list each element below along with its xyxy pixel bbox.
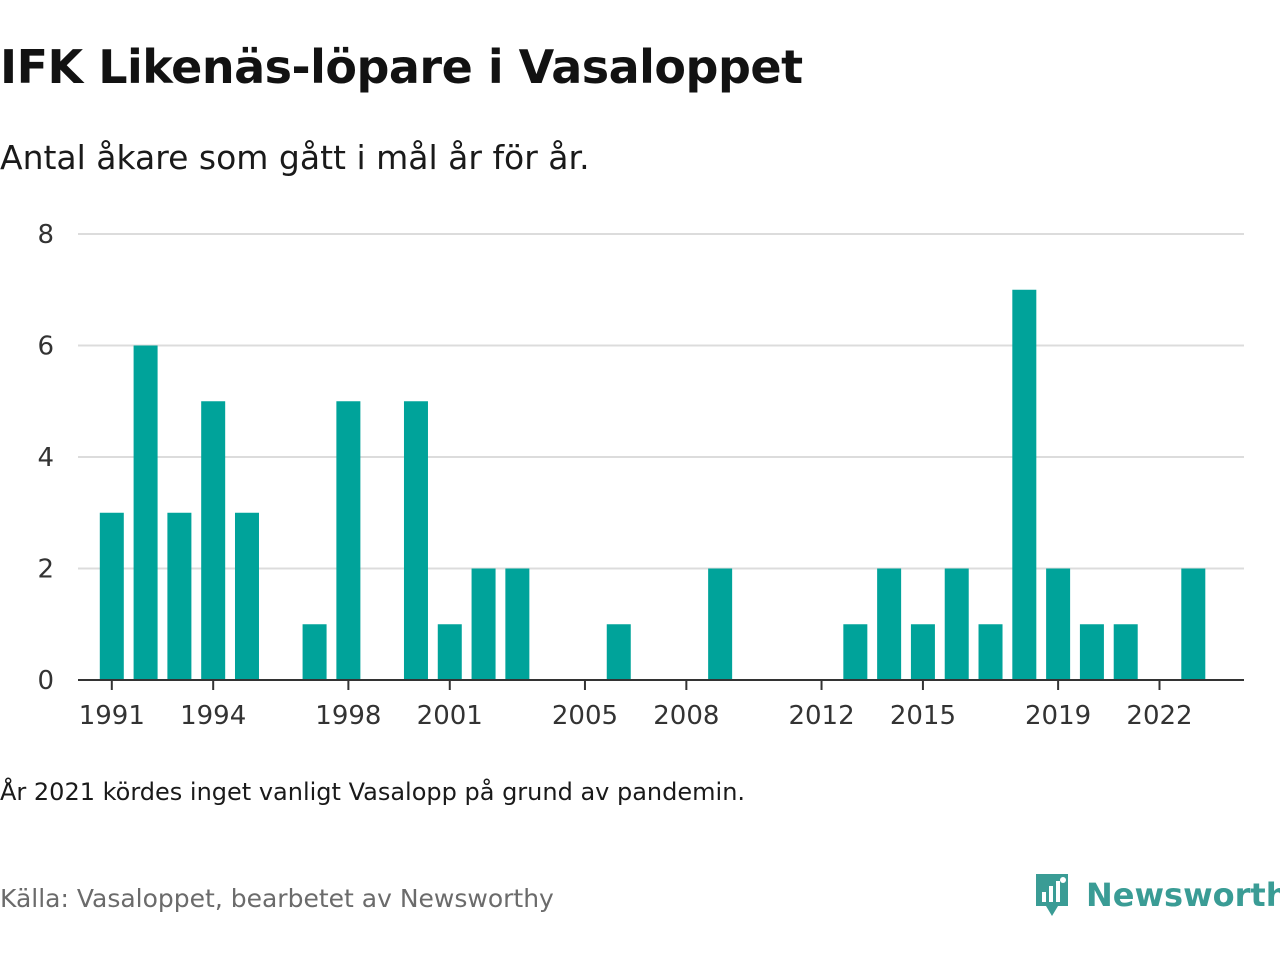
- bar-2009: [708, 568, 733, 680]
- chart-title: IFK Likenäs-löpare i Vasaloppet: [0, 40, 803, 94]
- bar-1994: [201, 401, 226, 680]
- brand-logo: Newsworthy: [1032, 870, 1280, 920]
- bar-2021: [1113, 624, 1138, 680]
- footnote: År 2021 kördes inget vanligt Vasalopp på…: [0, 778, 746, 806]
- x-tick-label: 2012: [788, 701, 854, 731]
- bar-2006: [606, 624, 631, 680]
- source-credit: Källa: Vasaloppet, bearbetet av Newswort…: [0, 884, 554, 913]
- y-tick-label: 6: [37, 332, 54, 362]
- bar-1997: [302, 624, 327, 680]
- x-tick-label: 1991: [79, 701, 145, 731]
- bar-chart: 0 2 4 6 8 1991 1994 1998 2001 2005 2008 2012 2015 20…: [37, 220, 1244, 731]
- bar-2016: [944, 568, 969, 680]
- bar-2013: [843, 624, 868, 680]
- bar-2017: [978, 624, 1003, 680]
- bar-2001: [437, 624, 462, 680]
- y-axis-tick-labels: 0 2 4 6 8: [37, 220, 54, 696]
- x-axis-ticks: 1991 1994 1998 2001 2005 2008 2012 2015 2019 2022: [79, 680, 1193, 731]
- bar-1998: [336, 401, 361, 680]
- y-tick-label: 0: [37, 666, 54, 696]
- bar-1995: [234, 512, 259, 680]
- bar-2003: [505, 568, 530, 680]
- bar-1992: [133, 345, 158, 680]
- bar-2019: [1046, 568, 1071, 680]
- bar-2023: [1181, 568, 1206, 680]
- bar-2015: [910, 624, 935, 680]
- x-tick-label: 2008: [653, 701, 719, 731]
- chart-subtitle: Antal åkare som gått i mål år för år.: [0, 138, 590, 177]
- y-tick-label: 4: [37, 443, 54, 473]
- bar-2014: [877, 568, 902, 680]
- bar-2002: [471, 568, 496, 680]
- x-tick-label: 1994: [180, 701, 246, 731]
- bar-2020: [1079, 624, 1104, 680]
- x-tick-label: 2015: [890, 701, 956, 731]
- y-tick-label: 8: [37, 220, 54, 250]
- bar-1991: [99, 512, 124, 680]
- x-tick-label: 1998: [315, 701, 381, 731]
- bar-2018: [1012, 289, 1037, 680]
- x-tick-label: 2005: [552, 701, 618, 731]
- bar-2000: [403, 401, 428, 680]
- x-tick-label: 2019: [1025, 701, 1091, 731]
- bar-1993: [167, 512, 192, 680]
- x-tick-label: 2022: [1126, 701, 1192, 731]
- bars: [99, 289, 1206, 680]
- newsworthy-logo-icon: [1036, 874, 1068, 916]
- y-tick-label: 2: [37, 555, 54, 585]
- brand-name: Newsworthy: [1086, 876, 1280, 914]
- x-tick-label: 2001: [417, 701, 483, 731]
